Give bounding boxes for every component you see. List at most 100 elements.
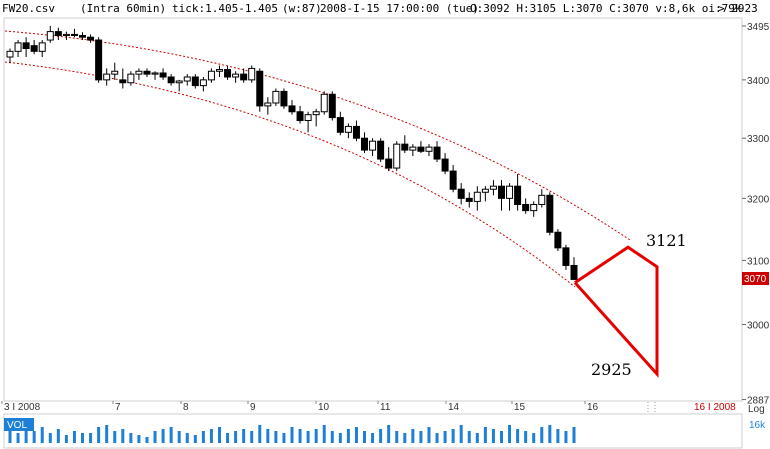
candle-body (473, 191, 481, 202)
interval: (Intra 60min) (80, 2, 167, 15)
candle-body (401, 143, 409, 151)
candle-body (6, 50, 14, 58)
candle-body (377, 140, 385, 160)
candle-body (288, 105, 296, 113)
volume-bar (338, 433, 342, 443)
price-tick-label: 3300 (747, 134, 770, 145)
candle-body (167, 76, 175, 84)
volume-bar (411, 429, 415, 443)
price-axis-ticks: 3495 3400 3300 3200 3100 3000 2887 (742, 22, 770, 407)
volume-bar (314, 429, 318, 443)
volume-bar (371, 433, 375, 443)
candle-body (143, 70, 151, 75)
candle-body (256, 70, 264, 107)
candle-body (328, 93, 336, 119)
volume-bar (161, 429, 165, 443)
volume-bar (113, 431, 117, 443)
volume-bar (548, 425, 552, 443)
candle-body (530, 203, 538, 212)
volume-bar (330, 431, 334, 443)
date-label: 3 I 2008 (4, 402, 41, 413)
price-tick-label: 3000 (747, 321, 770, 332)
projection-lines (573, 245, 659, 378)
candle-body (159, 72, 167, 78)
candle-body (240, 73, 248, 81)
volume-bar (467, 431, 471, 443)
candle-body (264, 102, 272, 107)
candle-body (54, 31, 62, 37)
candle-body (425, 146, 433, 152)
volume-bar (226, 433, 230, 443)
channel-upper-line (4, 30, 631, 241)
volume-label: VOL (7, 420, 27, 431)
candle-body (409, 146, 417, 151)
candle-body (562, 247, 570, 266)
price-tick-label: 3100 (747, 256, 770, 267)
volume-bar (242, 429, 246, 443)
candle-body (30, 45, 38, 52)
volume-bar (516, 429, 520, 443)
candle-body (280, 90, 288, 107)
chart-header: FW20.csv (Intra 60min) tick:1.405-1.405 … (0, 0, 770, 16)
candle-body (449, 170, 457, 190)
volume-bar (40, 427, 44, 443)
volume-bar (306, 431, 310, 443)
candle-body (361, 137, 369, 151)
candle-body (14, 42, 22, 52)
candle-body (103, 73, 111, 81)
volume-bar (217, 427, 221, 443)
candle-body (457, 188, 465, 199)
volume-bar (363, 431, 367, 443)
volume-label-bg (4, 418, 34, 431)
lower-target-label: 2925 (591, 360, 632, 379)
projection-triangle (573, 245, 659, 378)
candle-body (272, 90, 280, 104)
candle-body (232, 73, 240, 78)
candle-body (514, 185, 522, 205)
volume-bar (540, 427, 544, 443)
candle-body (393, 143, 401, 169)
date-label: 8 (183, 402, 189, 413)
volume-bar (234, 431, 238, 443)
candle-body (79, 35, 87, 38)
current-price-marker (742, 272, 769, 285)
volume-bar (193, 435, 197, 443)
volume-bar (508, 425, 512, 443)
candle-body (481, 188, 489, 193)
candle-body (38, 42, 46, 52)
candle-body (369, 140, 377, 151)
volume-bar (24, 425, 28, 443)
price-panel[interactable] (3, 17, 743, 402)
volume-bar (145, 437, 149, 443)
date-label: 11 (380, 402, 391, 413)
candle-body (22, 42, 30, 49)
candle-body (433, 146, 441, 160)
candle-body (320, 93, 328, 113)
candle-body (135, 70, 143, 75)
volume-bar (266, 429, 270, 443)
date-axis-labels: 3 I 2008 7 8 9 10 11 14 15 16 (1, 401, 656, 413)
candle-body (538, 194, 546, 205)
candle-body (352, 125, 360, 139)
volume-bar (443, 431, 447, 443)
file-name: FW20.csv (2, 2, 55, 15)
volume-bar (282, 433, 286, 443)
volume-bar (427, 427, 431, 443)
volume-bar (556, 429, 560, 443)
candle-body (570, 264, 578, 280)
volume-bar (564, 431, 568, 443)
volume-bar (419, 431, 423, 443)
candle-body (87, 36, 95, 41)
volume-bar (64, 435, 68, 443)
candle-body (207, 70, 215, 81)
candle-body (151, 72, 159, 75)
candle-body (304, 114, 312, 122)
volume-bar (89, 433, 93, 443)
volume-bar (8, 429, 12, 443)
candle-body (417, 146, 425, 152)
candle-body (554, 231, 562, 249)
candle-body (95, 39, 103, 81)
scale-label[interactable]: Log (748, 404, 765, 415)
volume-bar (56, 429, 60, 443)
